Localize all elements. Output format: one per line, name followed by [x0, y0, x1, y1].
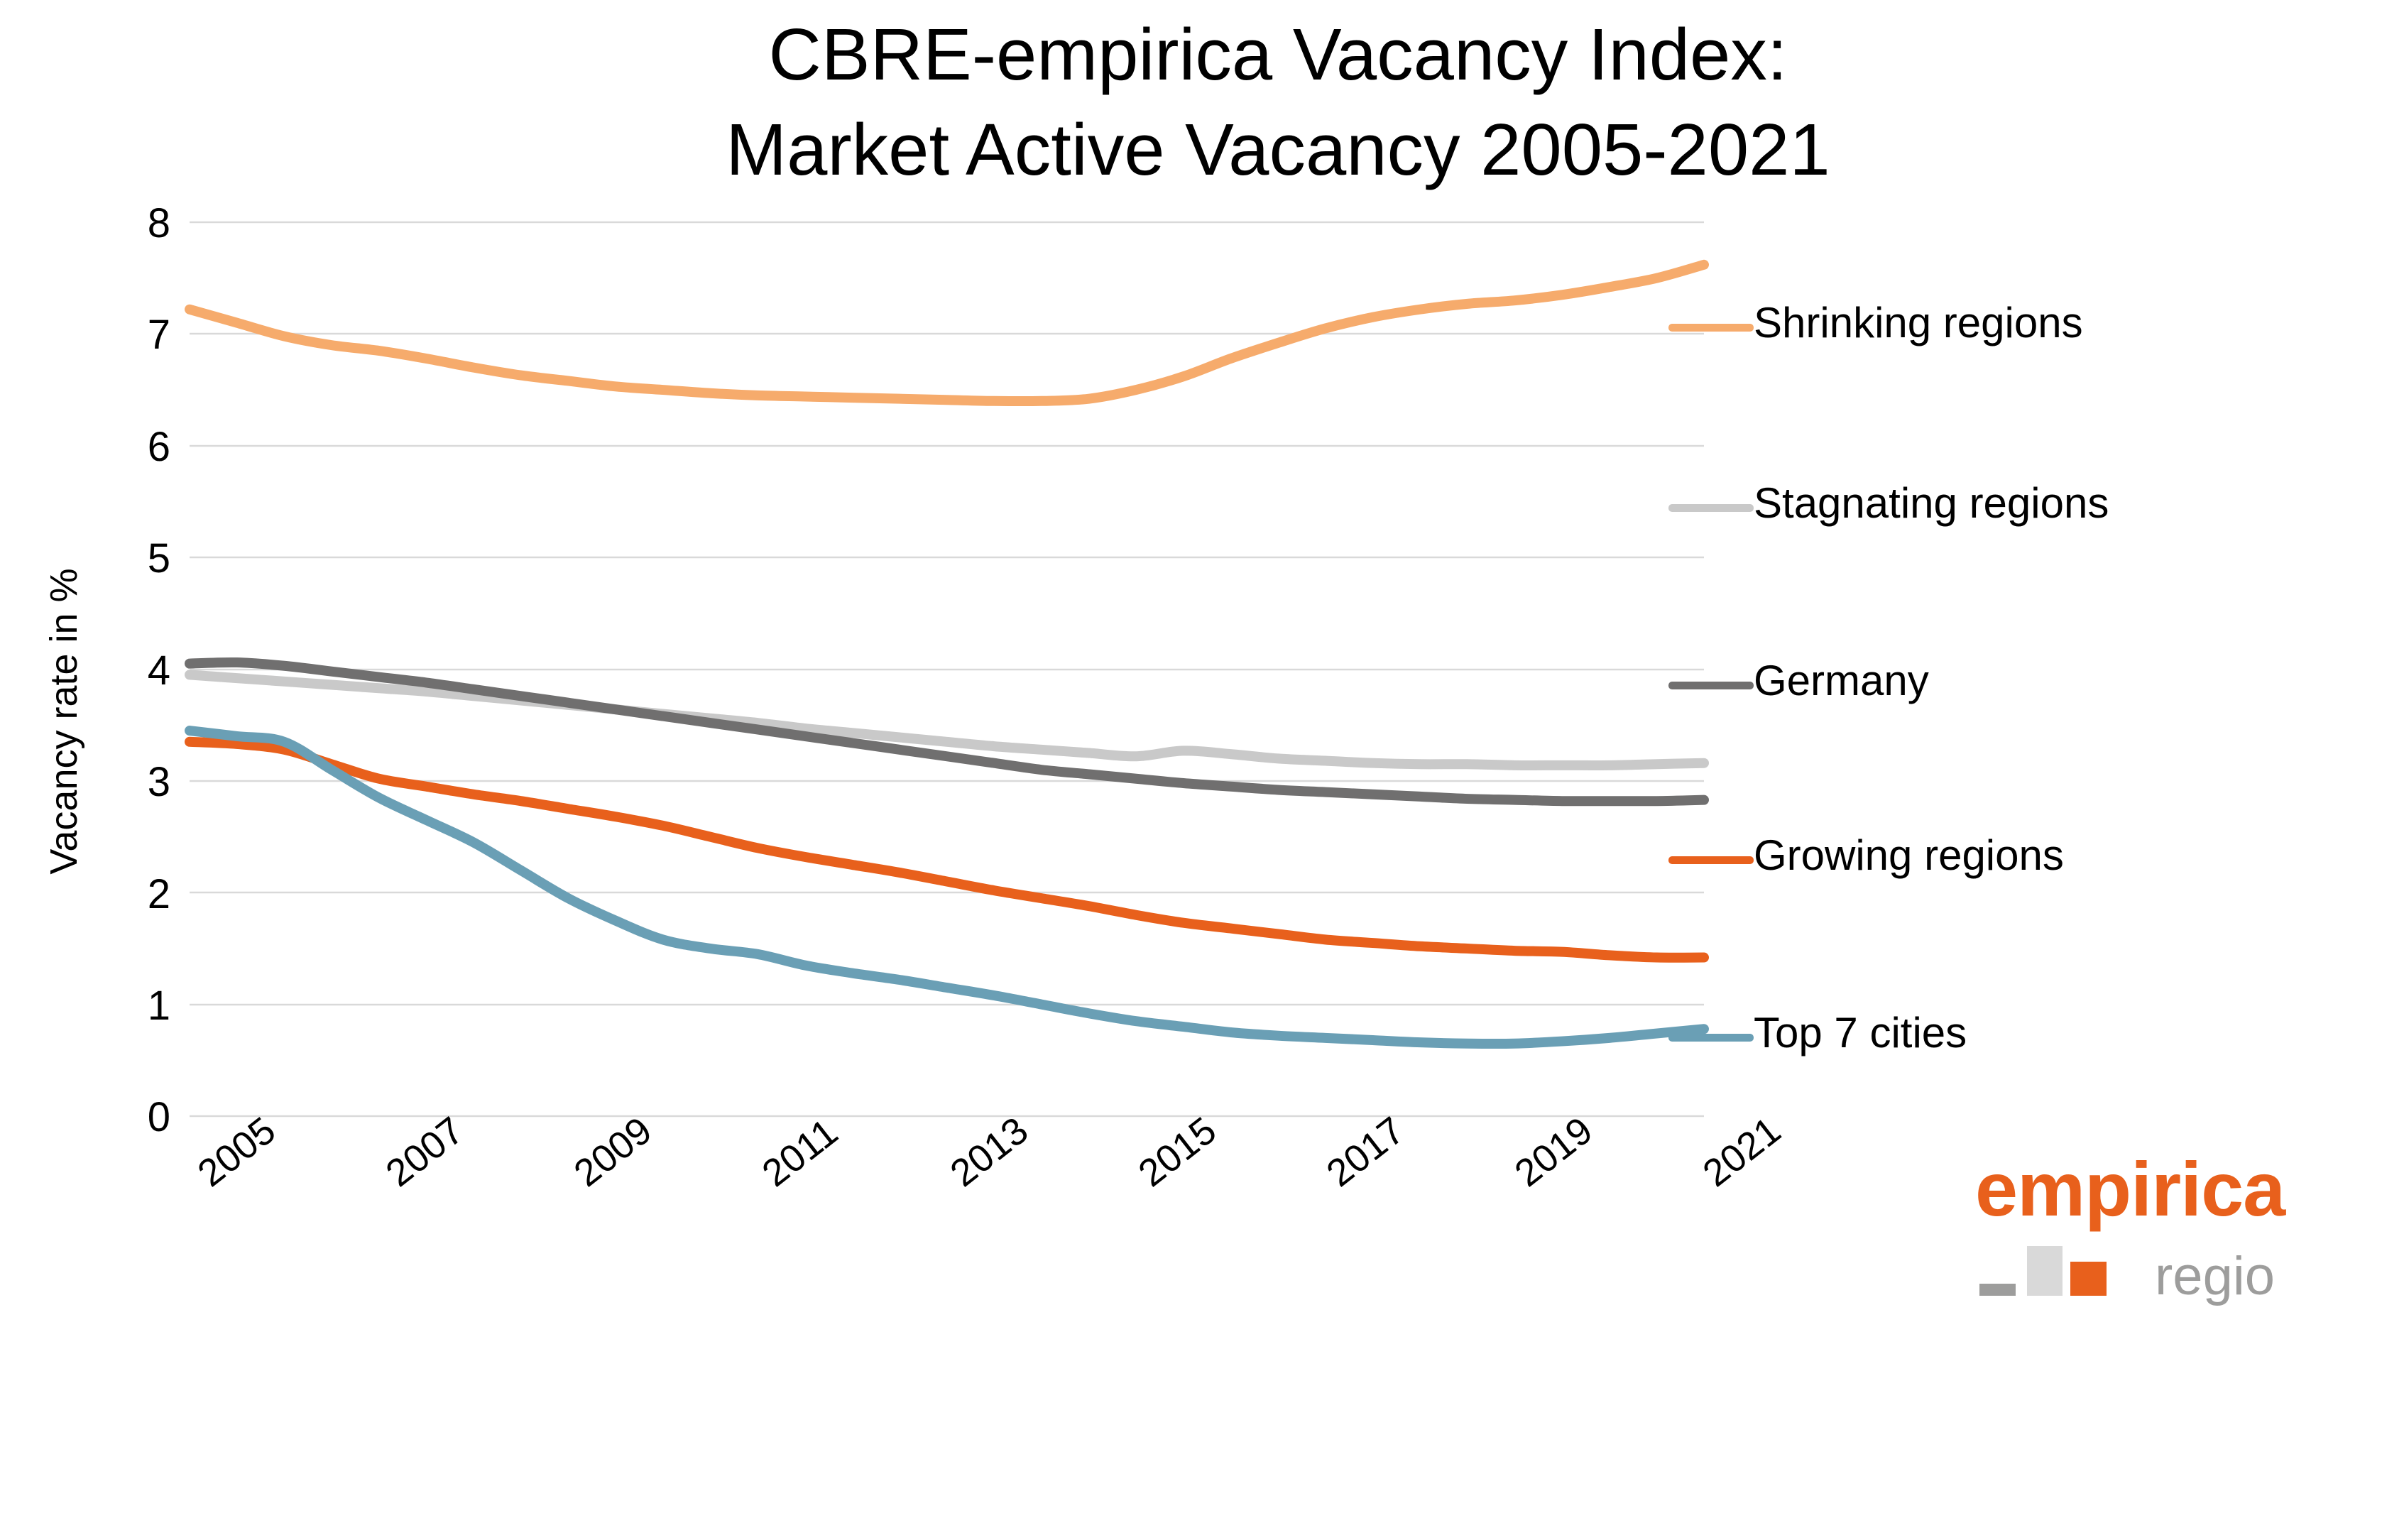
svg-text:regio: regio [2155, 1246, 2275, 1306]
